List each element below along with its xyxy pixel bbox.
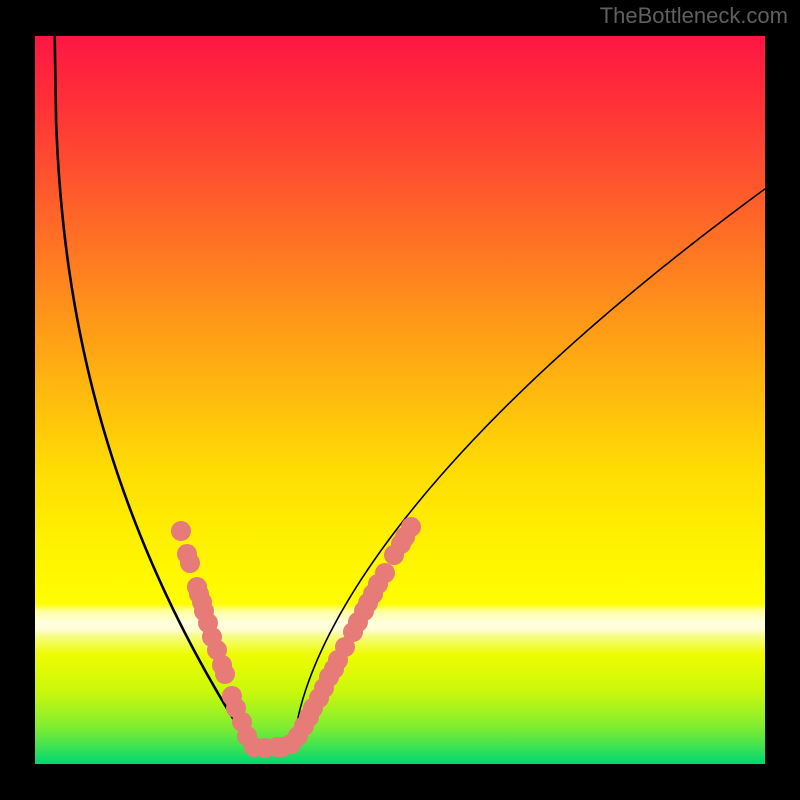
data-point bbox=[215, 664, 235, 684]
data-point bbox=[375, 563, 395, 583]
chart-data-points bbox=[35, 36, 765, 764]
data-point bbox=[401, 517, 421, 537]
chart-plot-area bbox=[35, 36, 765, 764]
attribution-text: TheBottleneck.com bbox=[600, 3, 788, 29]
data-point bbox=[180, 553, 200, 573]
data-point bbox=[171, 521, 191, 541]
